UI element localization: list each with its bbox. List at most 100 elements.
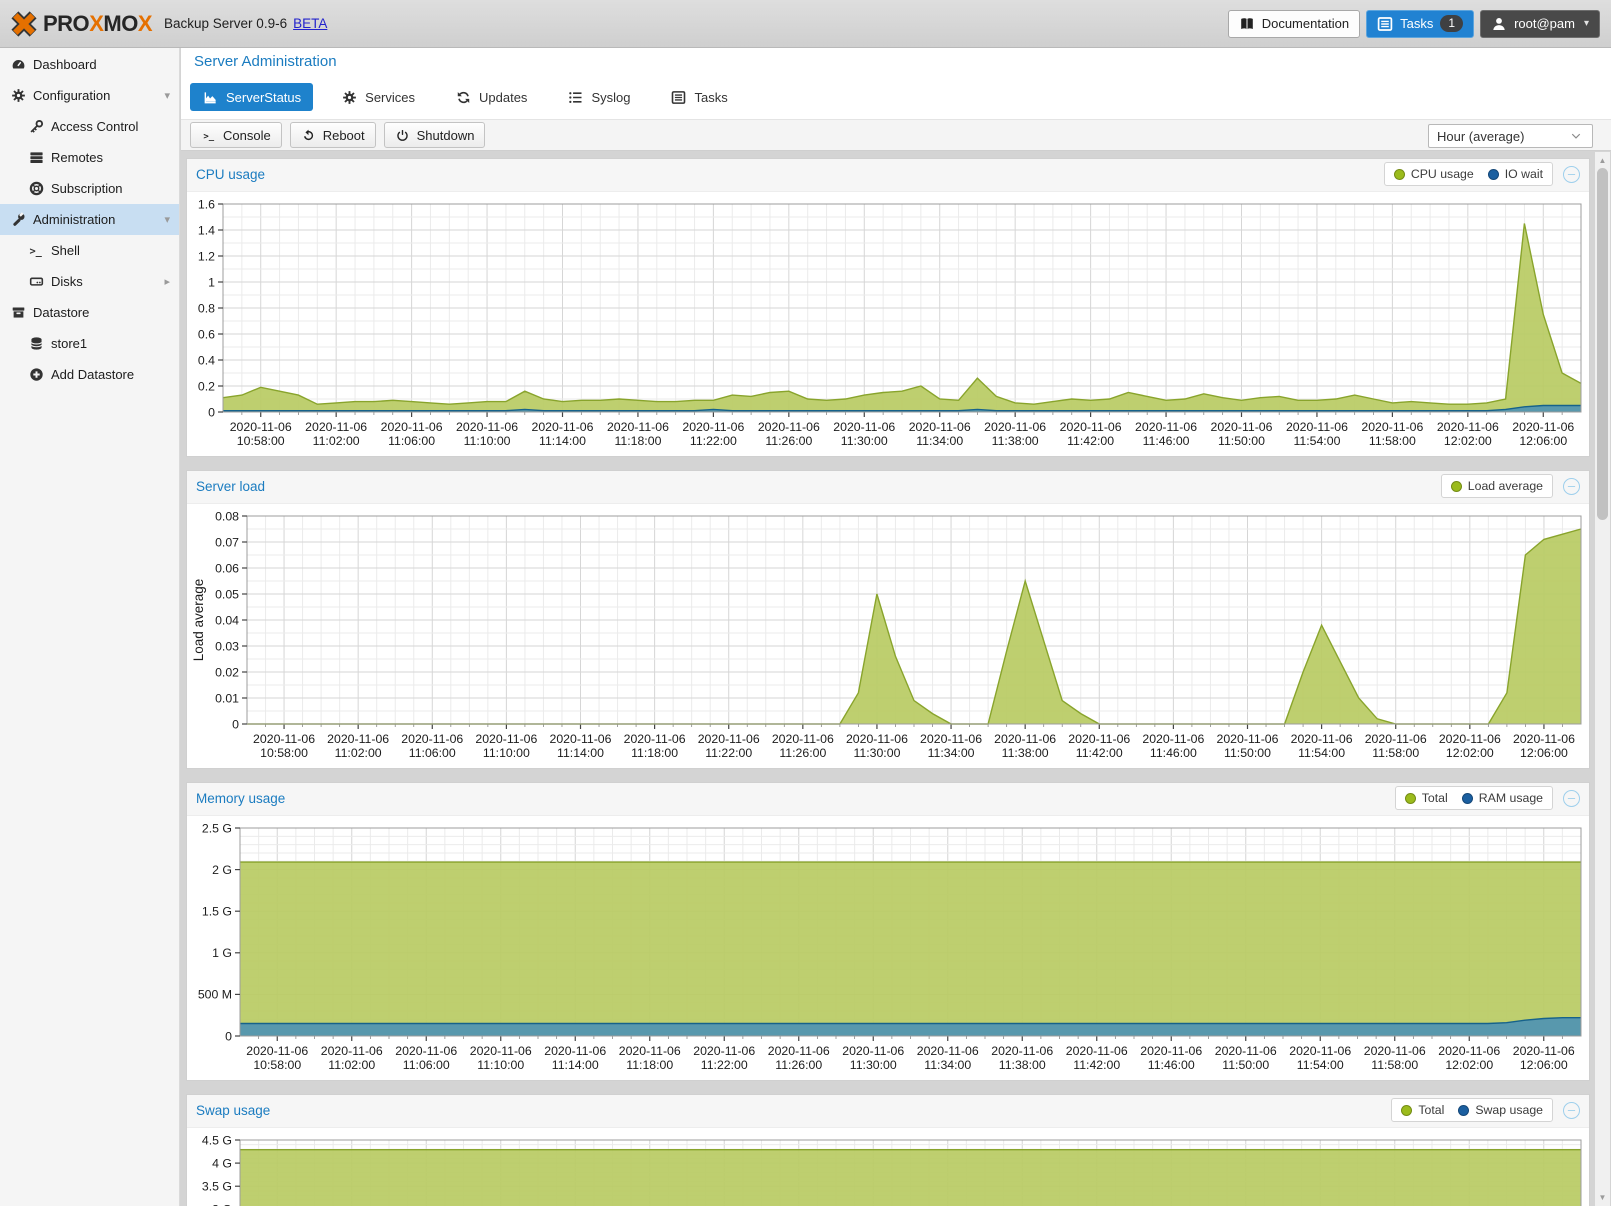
svg-text:2020-11-06: 2020-11-06	[833, 420, 895, 434]
chevron-down-icon[interactable]: ▾	[164, 90, 170, 102]
svg-text:4 G: 4 G	[212, 1156, 232, 1170]
undo-icon	[301, 127, 317, 143]
tab-tasks[interactable]: Tasks	[658, 83, 739, 111]
legend-item[interactable]: RAM usage	[1461, 791, 1543, 805]
legend-dot	[1458, 1104, 1470, 1116]
tachometer-icon	[10, 57, 26, 73]
tab-updates[interactable]: Updates	[443, 83, 539, 111]
reboot-button[interactable]: Reboot	[289, 122, 376, 148]
plus-circle-icon	[28, 367, 44, 383]
svg-text:2020-11-06: 2020-11-06	[1513, 732, 1575, 746]
series-total	[240, 862, 1581, 1036]
tab-syslog[interactable]: Syslog	[555, 83, 642, 111]
sidebar-item-add-datastore[interactable]: Add Datastore	[0, 359, 179, 390]
collapse-panel-icon[interactable]: –	[1563, 790, 1580, 807]
series-total	[240, 1149, 1581, 1206]
legend-item[interactable]: Total	[1401, 1103, 1444, 1117]
scroll-up-arrow[interactable]: ▲	[1598, 156, 1607, 165]
svg-text:11:30:00: 11:30:00	[841, 434, 888, 448]
timeframe-select[interactable]: Hour (average)	[1428, 124, 1593, 148]
beta-link[interactable]: BETA	[293, 16, 328, 31]
svg-text:2020-11-06: 2020-11-06	[920, 732, 982, 746]
svg-text:0.07: 0.07	[215, 535, 239, 549]
panel-header: CPU usage CPU usage IO wait –	[187, 159, 1589, 192]
sidebar-item-disks[interactable]: Disks ▸	[0, 266, 179, 297]
svg-text:2020-11-06: 2020-11-06	[1135, 420, 1197, 434]
collapse-panel-icon[interactable]: –	[1563, 166, 1580, 183]
svg-text:2020-11-06: 2020-11-06	[1512, 420, 1574, 434]
svg-text:11:34:00: 11:34:00	[916, 434, 963, 448]
shutdown-button[interactable]: Shutdown	[383, 122, 486, 148]
legend-item[interactable]: Swap usage	[1458, 1103, 1543, 1117]
main-content: Server Administration ServerStatus Servic…	[181, 47, 1611, 1206]
svg-text:11:46:00: 11:46:00	[1143, 434, 1190, 448]
sidebar-item-access-control[interactable]: Access Control	[0, 111, 179, 142]
svg-text:11:46:00: 11:46:00	[1148, 1058, 1195, 1072]
svg-text:11:38:00: 11:38:00	[992, 434, 1039, 448]
svg-text:1.6: 1.6	[198, 197, 215, 211]
svg-text:2020-11-06: 2020-11-06	[758, 420, 820, 434]
svg-text:2020-11-06: 2020-11-06	[1364, 1044, 1426, 1058]
svg-text:2020-11-06: 2020-11-06	[456, 420, 518, 434]
documentation-button[interactable]: Documentation	[1227, 9, 1361, 38]
svg-text:0.4: 0.4	[198, 353, 215, 367]
collapse-panel-icon[interactable]: –	[1563, 1102, 1580, 1119]
sidebar-item-shell[interactable]: >_ Shell	[28, 243, 80, 258]
svg-text:12:02:00: 12:02:00	[1444, 434, 1492, 448]
tasks-button[interactable]: Tasks 1	[1366, 9, 1475, 38]
vertical-scrollbar[interactable]: ▲ ▼	[1595, 152, 1610, 1206]
sidebar-item-subscription[interactable]: Subscription	[0, 173, 179, 204]
life-ring-icon	[28, 181, 44, 197]
legend-item[interactable]: Total	[1404, 791, 1448, 805]
svg-text:10:58:00: 10:58:00	[237, 434, 285, 448]
legend: Load average	[1440, 474, 1553, 498]
svg-text:10:58:00: 10:58:00	[253, 1058, 301, 1072]
legend: Total Swap usage	[1391, 1098, 1553, 1122]
sidebar-item-datastore[interactable]: Datastore	[0, 297, 179, 328]
legend-item[interactable]: Load average	[1450, 479, 1543, 493]
sidebar-item-dashboard[interactable]: Dashboard	[0, 49, 179, 80]
svg-text:12:06:00: 12:06:00	[1520, 1058, 1568, 1072]
legend-item[interactable]: CPU usage	[1393, 167, 1474, 181]
chart-area-icon	[202, 89, 218, 105]
svg-text:0: 0	[232, 717, 239, 731]
console-button[interactable]: >_ Console	[190, 122, 282, 148]
tab-serverstatus[interactable]: ServerStatus	[190, 83, 314, 111]
svg-text:11:50:00: 11:50:00	[1218, 434, 1265, 448]
chart-title: CPU usage	[196, 167, 266, 182]
legend-dot	[1393, 168, 1405, 180]
chevron-right-icon: ▸	[164, 276, 170, 288]
svg-text:11:58:00: 11:58:00	[1369, 434, 1416, 448]
svg-text:2020-11-06: 2020-11-06	[1291, 732, 1353, 746]
sidebar-item-remotes[interactable]: Remotes	[0, 142, 179, 173]
tab-services[interactable]: Services	[329, 83, 427, 111]
svg-text:2020-11-06: 2020-11-06	[1060, 420, 1122, 434]
sidebar-item-administration[interactable]: Administration ▾	[0, 204, 179, 235]
sidebar-item-configuration[interactable]: Configuration ▾	[0, 80, 179, 111]
legend-item[interactable]: IO wait	[1487, 167, 1543, 181]
key-icon	[28, 119, 44, 135]
scroll-down-arrow[interactable]: ▼	[1598, 1193, 1607, 1202]
collapse-panel-icon[interactable]: –	[1563, 478, 1580, 495]
svg-text:2020-11-06: 2020-11-06	[1211, 420, 1273, 434]
user-icon	[1491, 16, 1507, 32]
svg-text:2020-11-06: 2020-11-06	[909, 420, 971, 434]
tab-bar: ServerStatus Services Updates Syslog Tasks	[190, 83, 740, 111]
svg-text:2020-11-06: 2020-11-06	[327, 732, 389, 746]
svg-text:2020-11-06: 2020-11-06	[246, 1044, 308, 1058]
svg-text:2020-11-06: 2020-11-06	[624, 732, 686, 746]
power-icon	[395, 127, 411, 143]
proxmox-logo: PROXMOX	[10, 10, 153, 38]
chevron-down-icon[interactable]: ▾	[164, 214, 170, 226]
svg-text:2020-11-06: 2020-11-06	[1140, 1044, 1202, 1058]
sidebar-item-store1[interactable]: store1	[0, 328, 179, 359]
scrollbar-thumb[interactable]	[1597, 168, 1608, 520]
svg-text:>_: >_	[29, 246, 42, 258]
svg-text:11:46:00: 11:46:00	[1150, 746, 1197, 760]
user-menu-button[interactable]: root@pam ▾	[1480, 9, 1600, 38]
svg-text:2.5 G: 2.5 G	[202, 821, 232, 835]
svg-text:2020-11-06: 2020-11-06	[1217, 732, 1279, 746]
chevron-down-icon: ▾	[1583, 18, 1589, 29]
svg-text:2020-11-06: 2020-11-06	[1289, 1044, 1351, 1058]
